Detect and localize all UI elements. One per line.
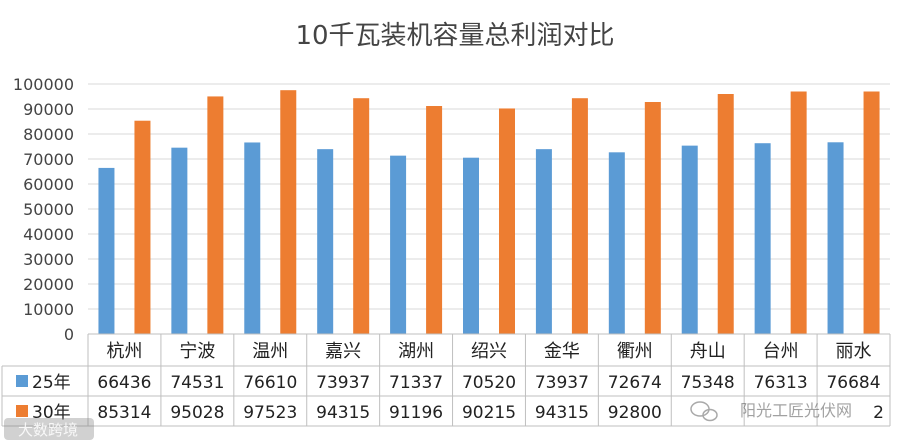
bar-series-2 bbox=[717, 94, 734, 334]
bar-series-2 bbox=[134, 120, 151, 334]
table-value-series-2: 94315 bbox=[535, 403, 589, 423]
bar-series-1 bbox=[754, 143, 771, 334]
bar-series-2 bbox=[571, 98, 588, 335]
y-tick-label: 40000 bbox=[23, 225, 74, 244]
bar-series-1 bbox=[171, 147, 188, 334]
y-tick-label: 80000 bbox=[23, 125, 74, 144]
table-value-series-1: 66436 bbox=[97, 373, 151, 393]
y-tick-label: 70000 bbox=[23, 150, 74, 169]
watermark-badge bbox=[4, 418, 94, 440]
table-value-series-2: 97523 bbox=[243, 403, 297, 423]
table-value-series-2: 90215 bbox=[462, 403, 516, 423]
y-tick-label: 0 bbox=[64, 325, 74, 344]
category-label: 宁波 bbox=[179, 341, 215, 362]
table-value-series-2: 85314 bbox=[97, 403, 151, 423]
wechat-icon bbox=[690, 401, 718, 422]
chart-title: 10千瓦装机容量总利润对比 bbox=[295, 21, 614, 51]
table-value-series-2: 94315 bbox=[316, 403, 370, 423]
category-label: 绍兴 bbox=[471, 341, 507, 362]
y-tick-label: 10000 bbox=[23, 300, 74, 319]
bar-series-1 bbox=[608, 152, 625, 334]
y-tick-label: 100000 bbox=[13, 75, 74, 94]
category-label: 温州 bbox=[252, 341, 288, 362]
table-value-series-1: 74531 bbox=[170, 373, 224, 393]
watermark-text: 阳光工匠光伏网 bbox=[740, 401, 852, 420]
bar-series-1 bbox=[317, 149, 334, 334]
bar-series-1 bbox=[390, 155, 407, 334]
bar-series-1 bbox=[681, 145, 698, 334]
bar-series-2 bbox=[426, 106, 443, 334]
watermark-left-text: 大数跨境 bbox=[18, 421, 78, 439]
category-label: 丽水 bbox=[836, 341, 872, 362]
category-label: 舟山 bbox=[690, 341, 726, 362]
bar-series-2 bbox=[863, 91, 880, 334]
legend-label-series-2: 30年 bbox=[32, 403, 71, 423]
bar-series-2 bbox=[207, 96, 224, 335]
table-value-series-2: 91196 bbox=[389, 403, 443, 423]
bar-series-2 bbox=[280, 90, 297, 334]
table-value-series-1: 76684 bbox=[826, 373, 880, 393]
bar-series-2 bbox=[644, 102, 661, 334]
bar-series-1 bbox=[98, 167, 115, 334]
category-label: 湖州 bbox=[398, 341, 434, 362]
table-value-series-1: 76313 bbox=[754, 373, 808, 393]
table-value-series-1: 71337 bbox=[389, 373, 443, 393]
table-value-series-1: 72674 bbox=[608, 373, 662, 393]
bar-series-1 bbox=[244, 142, 261, 334]
legend-swatch-series-2 bbox=[16, 405, 28, 417]
bars bbox=[98, 90, 880, 335]
legend-label-series-1: 25年 bbox=[32, 373, 71, 393]
data-table: 杭州 66436 85314 宁波 74531 95028 温州 76610 97523 嘉兴 73… bbox=[1, 333, 891, 427]
bar-series-1 bbox=[827, 142, 844, 334]
bar-series-2 bbox=[499, 108, 515, 335]
y-tick-label: 30000 bbox=[23, 250, 74, 269]
y-axis-ticks: 0 10000 20000 30000 40000 50000 60000 70000 8000… bbox=[13, 75, 74, 344]
table-value-series-1: 75348 bbox=[681, 373, 735, 393]
bar-series-1 bbox=[535, 149, 552, 334]
category-label: 金华 bbox=[544, 341, 580, 362]
bar-series-1 bbox=[463, 157, 479, 334]
y-tick-label: 20000 bbox=[23, 275, 74, 294]
category-label: 嘉兴 bbox=[325, 341, 361, 362]
category-label: 衢州 bbox=[617, 341, 653, 362]
category-label: 杭州 bbox=[106, 341, 142, 362]
table-value-series-2: 2 bbox=[873, 403, 884, 423]
table-value-series-1: 70520 bbox=[462, 373, 516, 393]
table-value-series-2: 95028 bbox=[170, 403, 224, 423]
y-tick-label: 90000 bbox=[23, 100, 74, 119]
table-value-series-1: 76610 bbox=[243, 373, 297, 393]
y-tick-label: 50000 bbox=[23, 200, 74, 219]
y-tick-label: 60000 bbox=[23, 175, 74, 194]
table-value-series-2: 92800 bbox=[608, 403, 662, 423]
table-value-series-1: 73937 bbox=[316, 373, 370, 393]
category-label: 台州 bbox=[763, 341, 799, 362]
legend-swatch-series-1 bbox=[16, 375, 28, 387]
table-value-series-1: 73937 bbox=[535, 373, 589, 393]
bar-series-2 bbox=[353, 98, 370, 335]
bar-series-2 bbox=[790, 91, 807, 334]
